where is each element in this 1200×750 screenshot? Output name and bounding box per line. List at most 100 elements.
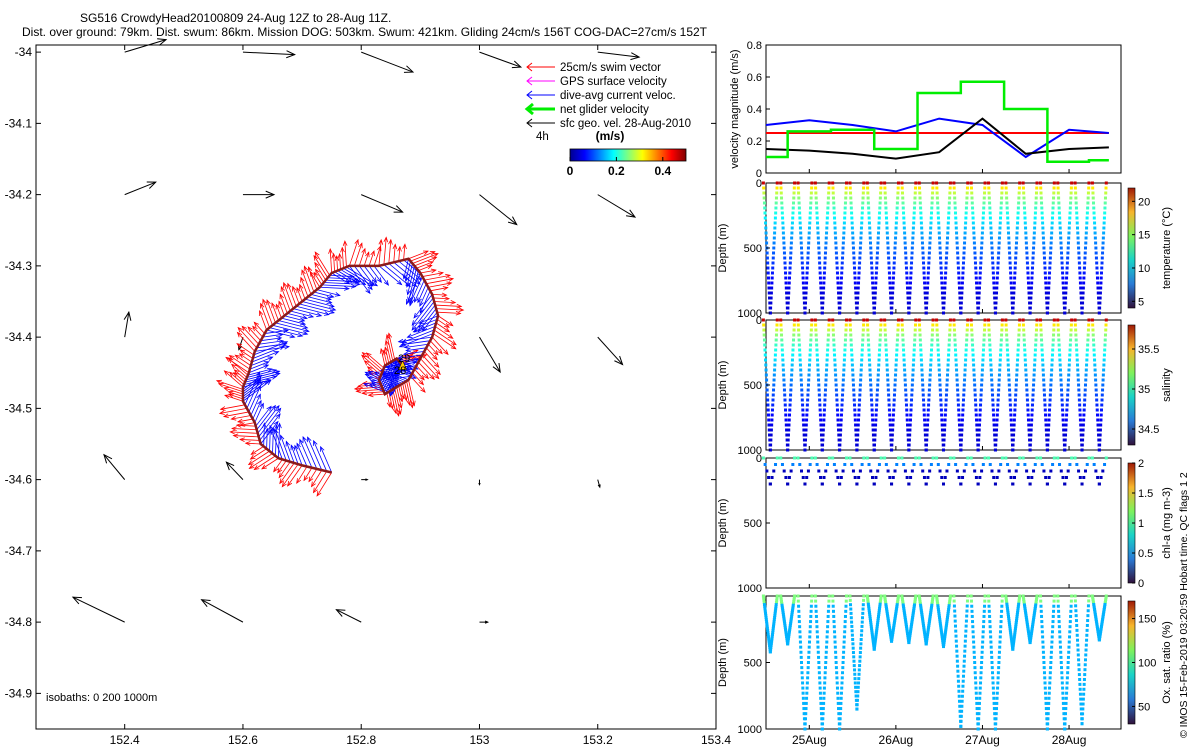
- profile-dot: [1104, 318, 1108, 322]
- profile-dot: [884, 338, 888, 342]
- profile-dot: [1035, 596, 1039, 600]
- profile-dot: [1046, 443, 1050, 447]
- profile-dot: [793, 318, 797, 322]
- profile-dot: [782, 469, 786, 473]
- profile-dot: [761, 181, 765, 185]
- profile-dot: [960, 699, 964, 703]
- profile-dot: [991, 403, 995, 407]
- profile-dot: [825, 363, 829, 367]
- profile-dot: [1047, 418, 1051, 422]
- profile-dot: [1026, 413, 1030, 417]
- profile-dot: [799, 368, 803, 372]
- profile-dot: [971, 211, 975, 215]
- swim-vector-head: [447, 321, 454, 327]
- profile-dot: [1087, 323, 1091, 327]
- profile-dot: [913, 599, 917, 603]
- profile-dot: [918, 601, 922, 605]
- dac-vector: [247, 368, 272, 376]
- swim-vectors: [215, 236, 465, 497]
- profile-dot: [943, 291, 947, 295]
- swim-vector: [220, 404, 246, 410]
- profile-dot: [804, 296, 808, 300]
- profile-dot: [1041, 221, 1045, 225]
- profile-dot: [841, 383, 845, 387]
- profile-dot: [1015, 231, 1019, 235]
- profile-dot: [1049, 650, 1053, 654]
- profile-dot: [960, 281, 964, 285]
- profile-dot: [858, 393, 862, 397]
- profile-dot: [860, 624, 864, 628]
- profile-dot: [868, 226, 872, 230]
- profile-dot: [798, 358, 802, 362]
- profile-dot: [1064, 286, 1068, 290]
- profile-dot: [1077, 383, 1081, 387]
- profile-dot: [1051, 206, 1055, 210]
- profile-dot: [920, 614, 924, 618]
- profile-dot: [763, 348, 767, 352]
- profile-dot: [954, 216, 958, 220]
- profile-dot: [765, 393, 769, 397]
- profile-dot: [930, 201, 934, 205]
- profile-dot: [809, 609, 813, 613]
- profile-dot: [1052, 191, 1056, 195]
- profile-dot: [826, 201, 830, 205]
- profile-dot: [992, 291, 996, 295]
- profile-dot: [878, 602, 882, 606]
- dac-vector: [244, 372, 280, 383]
- profile-dot: [973, 383, 977, 387]
- profile-dot: [925, 301, 929, 305]
- swim-vector-head: [398, 403, 403, 410]
- profile-dot: [906, 291, 910, 295]
- profile-dot: [1103, 338, 1107, 342]
- profile-dot: [1066, 393, 1070, 397]
- profile-dot: [980, 645, 984, 649]
- swim-vector-head: [418, 379, 425, 386]
- profile-dot: [960, 704, 964, 708]
- dac-vector: [409, 270, 419, 306]
- profile-dot: [1099, 281, 1103, 285]
- profile-dot: [835, 408, 839, 412]
- profile-dot: [821, 707, 825, 711]
- swim-vector-head: [363, 360, 370, 366]
- profile-dot: [831, 604, 835, 608]
- profile-dot: [907, 448, 911, 452]
- profile-dot: [953, 619, 957, 623]
- sfc-velocity-arrow-head: [630, 52, 641, 61]
- profile-dot: [940, 633, 944, 637]
- profile-dot: [910, 251, 914, 255]
- profile-dot: [1076, 226, 1080, 230]
- dac-vector-head: [344, 286, 350, 291]
- dac-vector-head: [276, 336, 283, 341]
- profile-dot: [923, 418, 927, 422]
- dac-vector: [417, 283, 427, 303]
- profile-dot: [1024, 241, 1028, 245]
- profile-dot: [1031, 388, 1035, 392]
- profile-dot: [826, 614, 830, 618]
- dac-vector: [407, 265, 415, 295]
- profile-dot: [785, 433, 789, 437]
- profile-dot: [819, 291, 823, 295]
- profile-dot: [871, 635, 875, 639]
- profile-dot: [906, 428, 910, 432]
- map-y-tick-label: -34.8: [5, 615, 33, 629]
- profile-dot: [853, 677, 857, 681]
- profile-dot: [1058, 645, 1062, 649]
- profile-dot: [997, 650, 1001, 654]
- profile-dot: [1044, 707, 1048, 711]
- profile-dot: [921, 388, 925, 392]
- profile-dot: [1102, 606, 1106, 610]
- profile-dot: [782, 618, 786, 622]
- profile-dot: [982, 206, 986, 210]
- profile-dot: [938, 617, 942, 621]
- profile-dot: [990, 241, 994, 245]
- profile-dot: [919, 607, 923, 611]
- profile-dot: [1078, 682, 1082, 686]
- dac-vector-head: [301, 315, 308, 320]
- profile-dot: [1061, 408, 1065, 412]
- profile-dot: [883, 597, 887, 601]
- profile-dot: [954, 363, 958, 367]
- profile-dot: [1099, 628, 1103, 632]
- profile-dot: [900, 456, 904, 460]
- profile-dot: [789, 393, 793, 397]
- profile-dot: [861, 607, 865, 611]
